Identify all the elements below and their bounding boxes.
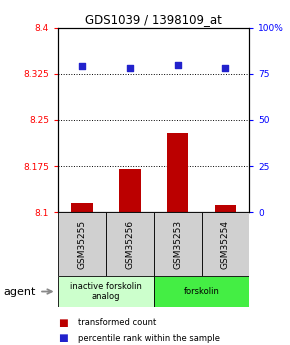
Bar: [167, 134, 189, 212]
Bar: [202, 212, 249, 276]
Bar: [71, 203, 93, 212]
Bar: [119, 169, 141, 212]
Point: [128, 66, 132, 71]
Bar: [58, 276, 154, 307]
Point: [223, 66, 228, 71]
Text: forskolin: forskolin: [184, 287, 220, 296]
Bar: [154, 276, 249, 307]
Text: transformed count: transformed count: [78, 318, 157, 327]
Bar: [58, 212, 106, 276]
Text: ■: ■: [58, 318, 68, 327]
Bar: [215, 205, 236, 212]
Text: GSM35253: GSM35253: [173, 219, 182, 269]
Bar: [106, 212, 154, 276]
Point: [175, 62, 180, 67]
Bar: [154, 212, 202, 276]
Text: ■: ■: [58, 333, 68, 343]
Text: GSM35256: GSM35256: [125, 219, 134, 269]
Text: inactive forskolin
analog: inactive forskolin analog: [70, 282, 142, 301]
Point: [79, 63, 84, 69]
Text: agent: agent: [3, 287, 35, 296]
Title: GDS1039 / 1398109_at: GDS1039 / 1398109_at: [85, 13, 222, 27]
Text: GSM35254: GSM35254: [221, 219, 230, 269]
Text: GSM35255: GSM35255: [77, 219, 86, 269]
Text: percentile rank within the sample: percentile rank within the sample: [78, 334, 220, 343]
